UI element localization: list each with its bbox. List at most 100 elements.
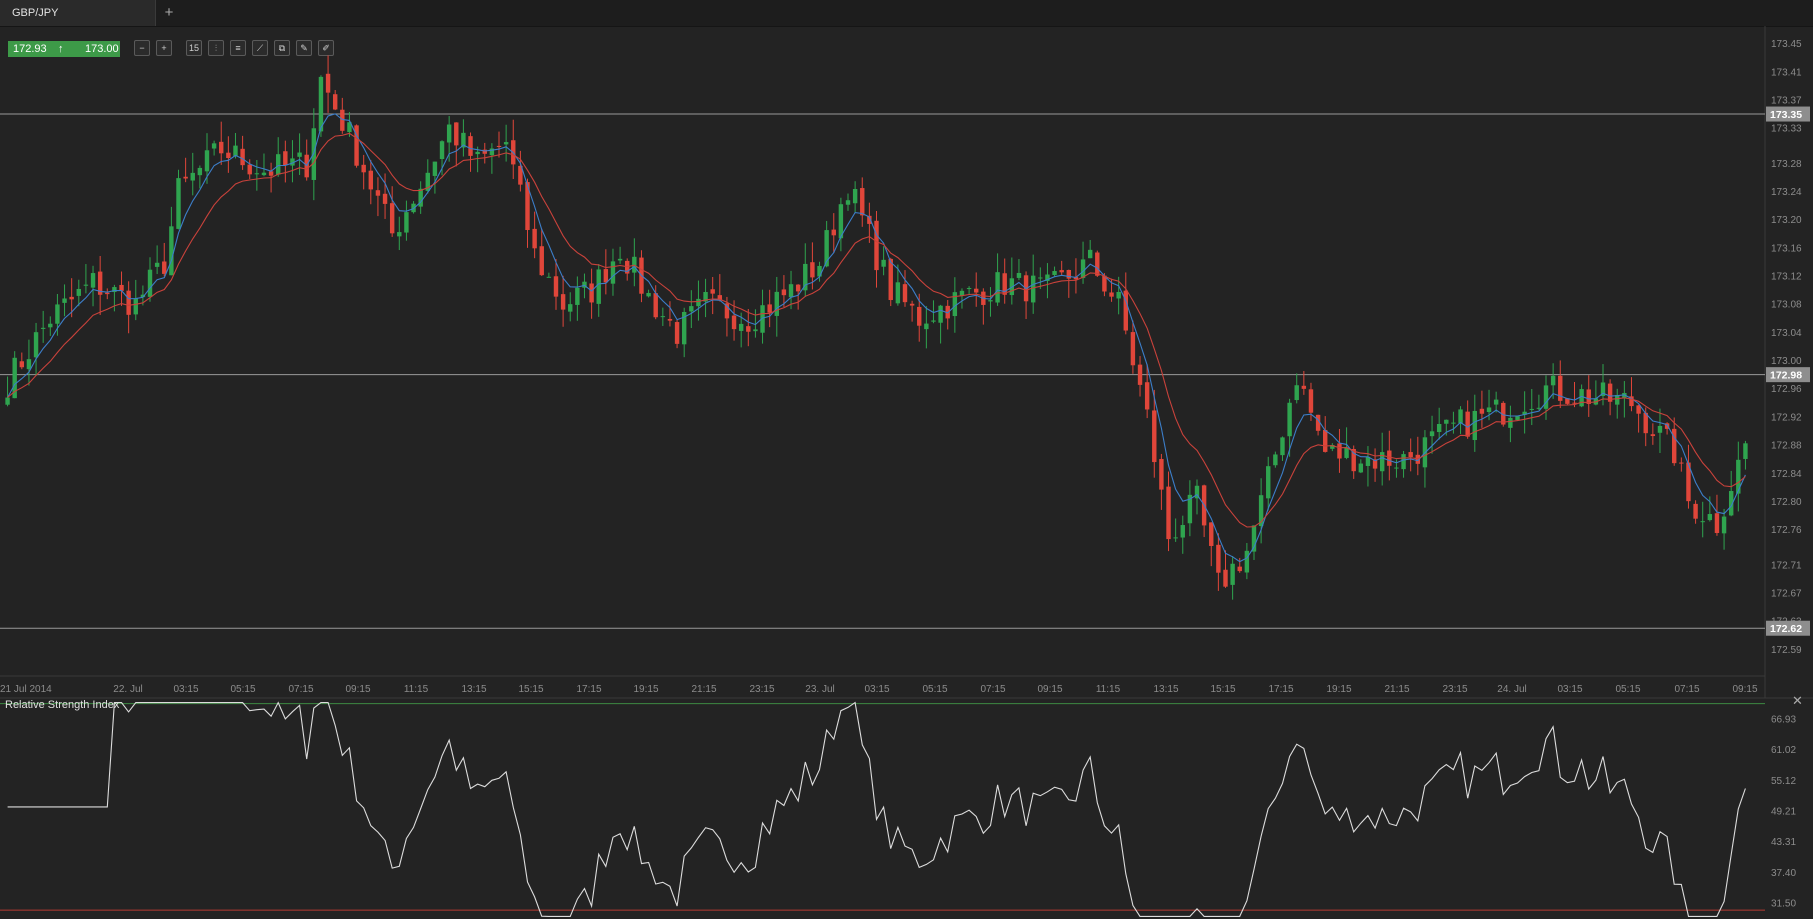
- candle-body: [439, 141, 445, 160]
- pencil-icon[interactable]: ✐: [318, 40, 334, 56]
- candle-body: [767, 304, 772, 313]
- candle-body: [261, 172, 267, 176]
- candle-body: [1543, 385, 1549, 409]
- zoom-out-icon[interactable]: −: [134, 40, 150, 56]
- candle-body: [404, 212, 409, 233]
- candle-body: [461, 132, 466, 148]
- candle-body: [226, 152, 231, 159]
- candle-body: [689, 306, 694, 312]
- candle-body: [90, 273, 96, 288]
- candle-body: [33, 332, 39, 358]
- candle-body: [112, 287, 117, 293]
- tab-gbp-jpy[interactable]: GBP/JPY: [0, 0, 156, 26]
- candle-body: [126, 290, 131, 315]
- candle-body: [361, 164, 366, 173]
- candle-body: [1358, 463, 1364, 473]
- edit-icon[interactable]: ✎: [296, 40, 312, 56]
- zoom-in-icon[interactable]: +: [156, 40, 172, 56]
- candle-body: [1572, 402, 1577, 404]
- candle-body: [1130, 332, 1136, 366]
- chart-area[interactable]: 173.45 173.41 173.37 173.33 173.28 173.24 173.…: [0, 26, 1813, 919]
- candle-body: [489, 148, 495, 156]
- candle-body: [931, 320, 936, 322]
- candle-body: [575, 287, 580, 305]
- candle-body: [1622, 392, 1627, 398]
- x-tick-label: 07:15: [980, 684, 1005, 695]
- candle-body: [1308, 389, 1314, 413]
- timeframe-15-icon[interactable]: 15: [186, 40, 202, 56]
- candle-body: [475, 151, 480, 155]
- candle-body: [1002, 273, 1007, 295]
- x-tick-label: 23:15: [749, 684, 774, 695]
- x-tick-label: 23:15: [1442, 684, 1467, 695]
- candle-body: [140, 294, 146, 298]
- y-tick-label: 173.08: [1771, 300, 1802, 311]
- candle-body: [817, 265, 822, 277]
- add-tab-button[interactable]: +: [164, 4, 174, 21]
- x-tick-label: 03:15: [1557, 684, 1582, 695]
- candle-body: [1679, 462, 1684, 464]
- candle-body: [147, 269, 153, 297]
- candle-body: [1672, 428, 1677, 464]
- indicators-icon[interactable]: ≡: [230, 40, 246, 56]
- candle-body: [1736, 459, 1741, 494]
- x-tick-label: 11:15: [404, 684, 429, 695]
- candle-body: [1209, 522, 1214, 546]
- candle-body: [1052, 271, 1057, 275]
- candle-body: [276, 154, 281, 175]
- candle-body: [938, 305, 943, 323]
- rsi-y-tick-label: 31.50: [1771, 898, 1796, 909]
- candle-body: [318, 76, 324, 132]
- x-tick-label: 11:15: [1096, 684, 1121, 695]
- candle-body: [69, 296, 74, 300]
- candle-body: [1408, 452, 1413, 458]
- horizontal-line-tag: [1766, 367, 1810, 383]
- candle-body: [1693, 503, 1698, 519]
- candle-body: [1137, 364, 1143, 385]
- candle-body: [1501, 402, 1506, 425]
- candle-body: [1565, 398, 1570, 404]
- candle-body: [788, 284, 794, 298]
- rsi-y-tick-label: 49.21: [1771, 807, 1796, 818]
- candle-body: [1351, 449, 1356, 472]
- x-tick-label: 05:15: [922, 684, 947, 695]
- quote-panel[interactable]: 172.93 ↑ 173.00: [8, 41, 120, 57]
- candle-body: [1401, 454, 1406, 470]
- candle-body: [40, 327, 46, 329]
- candle-body: [12, 357, 17, 399]
- candle-body: [966, 288, 972, 290]
- candle-body: [1536, 407, 1542, 409]
- clone-icon[interactable]: ⧉: [274, 40, 290, 56]
- close-icon[interactable]: ✕: [1792, 693, 1803, 708]
- candle-body: [1429, 431, 1435, 437]
- arrow-up-icon: ↑: [58, 43, 64, 55]
- candle-body: [717, 295, 723, 301]
- candle-body: [1073, 277, 1079, 280]
- chart-type-icon[interactable]: ⫶: [208, 40, 224, 56]
- candle-body: [1230, 563, 1235, 585]
- candle-body: [952, 292, 958, 317]
- candle-body: [1615, 394, 1620, 405]
- candle-body: [1123, 290, 1128, 331]
- candle-body: [724, 303, 730, 319]
- candle-body: [1187, 494, 1193, 524]
- candle-body: [1365, 456, 1371, 466]
- rsi-line: [7, 701, 1746, 917]
- candle-body: [1016, 272, 1022, 278]
- candle-body: [1465, 411, 1470, 437]
- x-tick-label: 09:15: [1037, 684, 1062, 695]
- horizontal-line-tag: [1766, 620, 1810, 636]
- candle-body: [795, 284, 801, 292]
- drawing-tools-icon[interactable]: ⟋: [252, 40, 268, 56]
- candle-body: [696, 298, 701, 307]
- candle-body: [881, 259, 886, 267]
- y-tick-label: 172.92: [1771, 412, 1802, 423]
- candle-body: [446, 124, 452, 143]
- candle-body: [1686, 462, 1691, 502]
- candle-body: [532, 228, 537, 249]
- candle-body: [354, 125, 359, 166]
- candle-body: [1728, 491, 1734, 516]
- candle-body: [1109, 292, 1114, 297]
- candle-body: [1095, 252, 1100, 276]
- candle-body: [496, 145, 502, 147]
